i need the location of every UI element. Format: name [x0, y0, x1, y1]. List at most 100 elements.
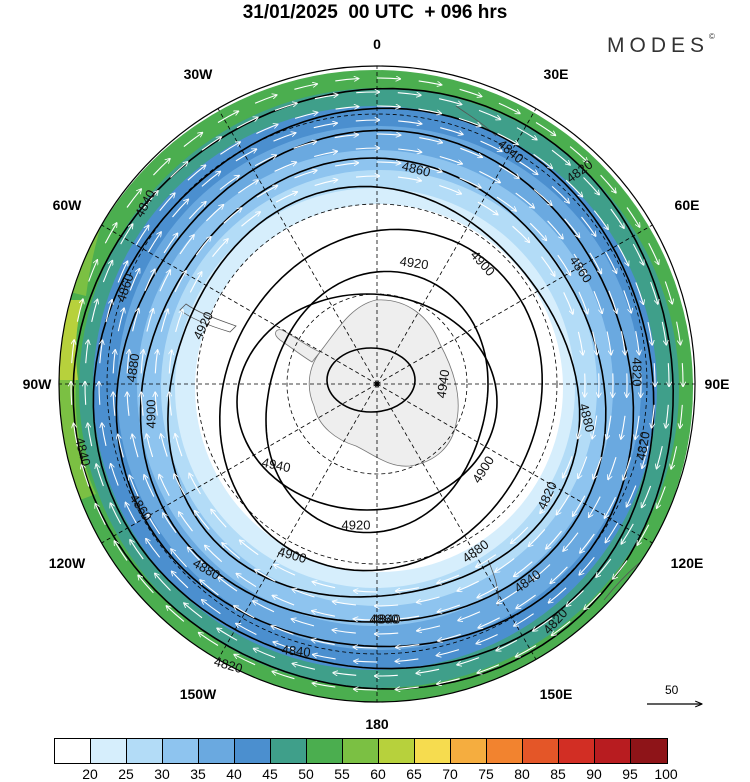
- wind-streamline: [617, 244, 629, 265]
- wind-streamline: [666, 404, 669, 428]
- longitude-label: 60W: [53, 197, 83, 213]
- wind-streamline: [85, 382, 86, 405]
- reference-vector-arrow: [647, 684, 705, 714]
- wind-streamline: [120, 224, 133, 245]
- height-contours: [72, 87, 675, 690]
- colorbar-label: 65: [406, 766, 422, 782]
- wind-streamline: [376, 134, 400, 135]
- wind-streamline: [217, 629, 238, 641]
- contour-value-label: 4940: [434, 368, 453, 399]
- colorbar-swatch: [379, 739, 415, 763]
- wind-streamline: [275, 192, 297, 203]
- wind-streamline: [671, 446, 678, 468]
- wind-streamline: [240, 540, 259, 556]
- wind-streamline: [235, 149, 256, 162]
- wind-streamline: [274, 565, 296, 576]
- wind-streamline: [376, 106, 400, 107]
- wind-streamline: [635, 331, 640, 354]
- wind-streamline: [460, 147, 482, 157]
- wind-streamline: [169, 392, 171, 416]
- wind-streamline: [195, 237, 210, 256]
- wind-streamline: [457, 657, 480, 665]
- wind-streamline: [117, 309, 124, 332]
- colorbar-label: 50: [298, 766, 314, 782]
- wind-streamline: [648, 242, 659, 264]
- wind-streamline: [172, 572, 189, 589]
- wind-streamline: [579, 556, 595, 574]
- wind-streamline: [535, 122, 555, 136]
- wind-streamline: [580, 533, 595, 553]
- longitude-label: 150E: [540, 686, 573, 702]
- wind-streamline: [96, 464, 104, 487]
- wind-streamline: [375, 605, 399, 606]
- wind-streamline: [592, 331, 597, 355]
- contour-value-label: 4840: [281, 642, 311, 660]
- contour-value-label: 4820: [633, 430, 653, 461]
- wind-streamline: [417, 625, 441, 631]
- wind-streamline: [236, 624, 257, 635]
- wind-streamline: [293, 142, 316, 149]
- wind-streamline: [657, 486, 666, 508]
- wind-streamline: [355, 148, 379, 149]
- wind-streamline: [613, 560, 628, 579]
- wind-streamline: [584, 592, 602, 609]
- wind-streamline: [159, 270, 170, 292]
- wind-streamline: [417, 668, 440, 673]
- wind-streamline: [273, 133, 296, 142]
- polar-map: 4820482048204820482048204840484048404840…: [23, 36, 730, 732]
- height-contour: [139, 157, 607, 623]
- contour-value-label: 4880: [124, 352, 143, 383]
- contour-value-label: 4860: [400, 158, 432, 180]
- wind-streamline: [314, 151, 337, 158]
- wind-streamline: [664, 281, 672, 304]
- colorbar-swatch: [91, 739, 127, 763]
- wind-streamline: [104, 223, 116, 244]
- wind-streamline: [163, 513, 177, 534]
- wind-streamline: [189, 272, 201, 293]
- wind-streamline: [515, 192, 534, 208]
- colorbar-swatch: [451, 739, 487, 763]
- wind-streamline: [593, 456, 602, 479]
- wind-streamline: [76, 299, 83, 322]
- wind-streamline: [334, 163, 358, 167]
- wind-streamline: [557, 494, 570, 515]
- wind-streamline: [201, 137, 221, 151]
- wind-streamline: [111, 464, 119, 486]
- wind-streamline: [169, 350, 171, 374]
- height-contour: [326, 347, 416, 413]
- wind-streamline: [418, 108, 441, 113]
- brand-mark: ©: [709, 32, 715, 41]
- wind-streamline: [417, 596, 440, 602]
- wind-streamline: [438, 604, 461, 612]
- colorbar-swatch: [307, 739, 343, 763]
- wind-streamline: [172, 200, 189, 218]
- wind-streamline: [163, 234, 177, 254]
- contour-value-label: 4900: [143, 400, 158, 429]
- height-contour: [265, 270, 489, 534]
- wind-streamline: [569, 146, 587, 162]
- colorbar-swatch: [487, 739, 523, 763]
- wind-streamline: [565, 179, 582, 196]
- wind-streamline: [175, 434, 183, 457]
- wind-streamline: [175, 310, 183, 333]
- wind-streamline: [477, 634, 498, 644]
- wind-streamline: [652, 404, 655, 428]
- wind-streamline: [654, 363, 655, 386]
- wind-streamline: [440, 127, 462, 135]
- wind-streamline: [498, 102, 520, 113]
- colorbar-label: 95: [622, 766, 638, 782]
- wind-streamline: [126, 503, 137, 524]
- wind-streamline: [293, 589, 315, 598]
- wind-streamline: [160, 309, 168, 332]
- wind-streamline: [532, 564, 551, 580]
- wind-streamline: [514, 561, 533, 577]
- wind-streamline: [141, 350, 143, 374]
- latitude-circle: [196, 203, 558, 565]
- wind-streamline: [206, 205, 223, 222]
- height-contour: [92, 107, 655, 670]
- wind-streamline: [396, 644, 420, 648]
- wind-streamline: [606, 331, 611, 355]
- wind-streamline: [551, 566, 568, 583]
- colorbar: [54, 738, 668, 764]
- wind-streamline: [142, 191, 158, 210]
